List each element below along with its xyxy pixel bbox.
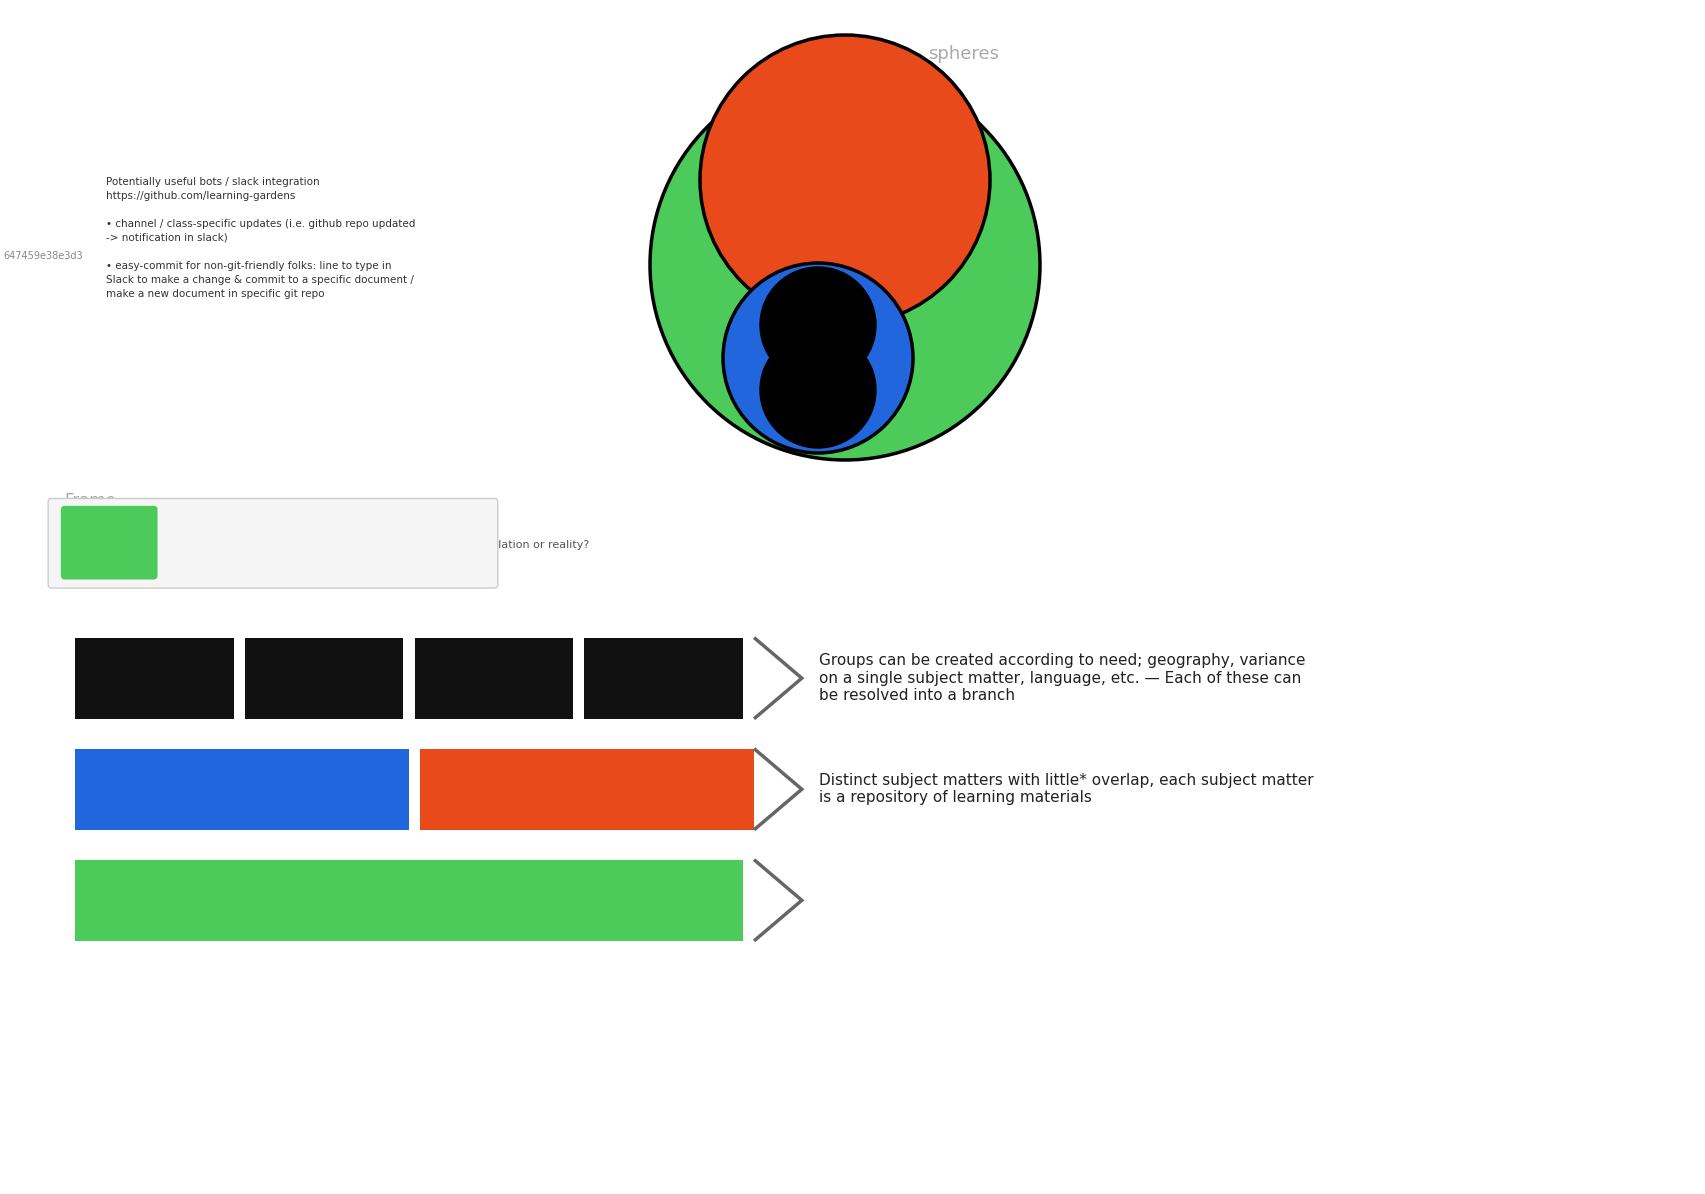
FancyBboxPatch shape [246, 638, 402, 719]
Text: Distinct subject matters with little* overlap, each subject matter
is a reposito: Distinct subject matters with little* ov… [818, 773, 1313, 806]
FancyBboxPatch shape [75, 749, 409, 830]
Circle shape [759, 332, 875, 448]
FancyBboxPatch shape [48, 498, 498, 589]
FancyBboxPatch shape [75, 638, 234, 719]
FancyBboxPatch shape [583, 638, 743, 719]
Circle shape [723, 263, 912, 453]
FancyBboxPatch shape [61, 506, 157, 579]
Text: Group n...: Group n... [621, 671, 706, 685]
Text: Group n...: Group n... [281, 671, 367, 685]
FancyBboxPatch shape [75, 860, 742, 941]
Text: Group 1: Group 1 [121, 671, 188, 685]
Text: spheres: spheres [928, 45, 999, 63]
Circle shape [699, 35, 989, 325]
Text: Subject Matter A: Subject Matter A [164, 780, 321, 799]
Text: Learning Gardens: Learning Gardens [319, 891, 498, 910]
Text: What do you see? Why do you see it like that? Is it manipulation or reality?: What do you see? Why do you see it like … [170, 540, 588, 549]
Text: Frame: Frame [65, 492, 116, 510]
Text: 647459e38e3d3: 647459e38e3d3 [3, 251, 84, 260]
Circle shape [759, 267, 875, 383]
FancyBboxPatch shape [414, 638, 573, 719]
Text: ♡ internet     ♢ http://learning-gardens.github.io: ♡ internet ♢ http://learning-gardens.git… [170, 561, 425, 571]
Circle shape [650, 70, 1040, 460]
Text: Groups can be created according to need; geography, variance
on a single subject: Groups can be created according to need;… [818, 653, 1304, 703]
Text: Subject Matter B: Subject Matter B [508, 780, 665, 799]
Text: Learning Gardens: Learning Gardens [170, 516, 365, 535]
Text: Potentially useful bots / slack integration
https://github.com/learning-gardens
: Potentially useful bots / slack integrat… [106, 177, 414, 298]
Text: Group 1: Group 1 [460, 671, 527, 685]
FancyBboxPatch shape [419, 749, 754, 830]
